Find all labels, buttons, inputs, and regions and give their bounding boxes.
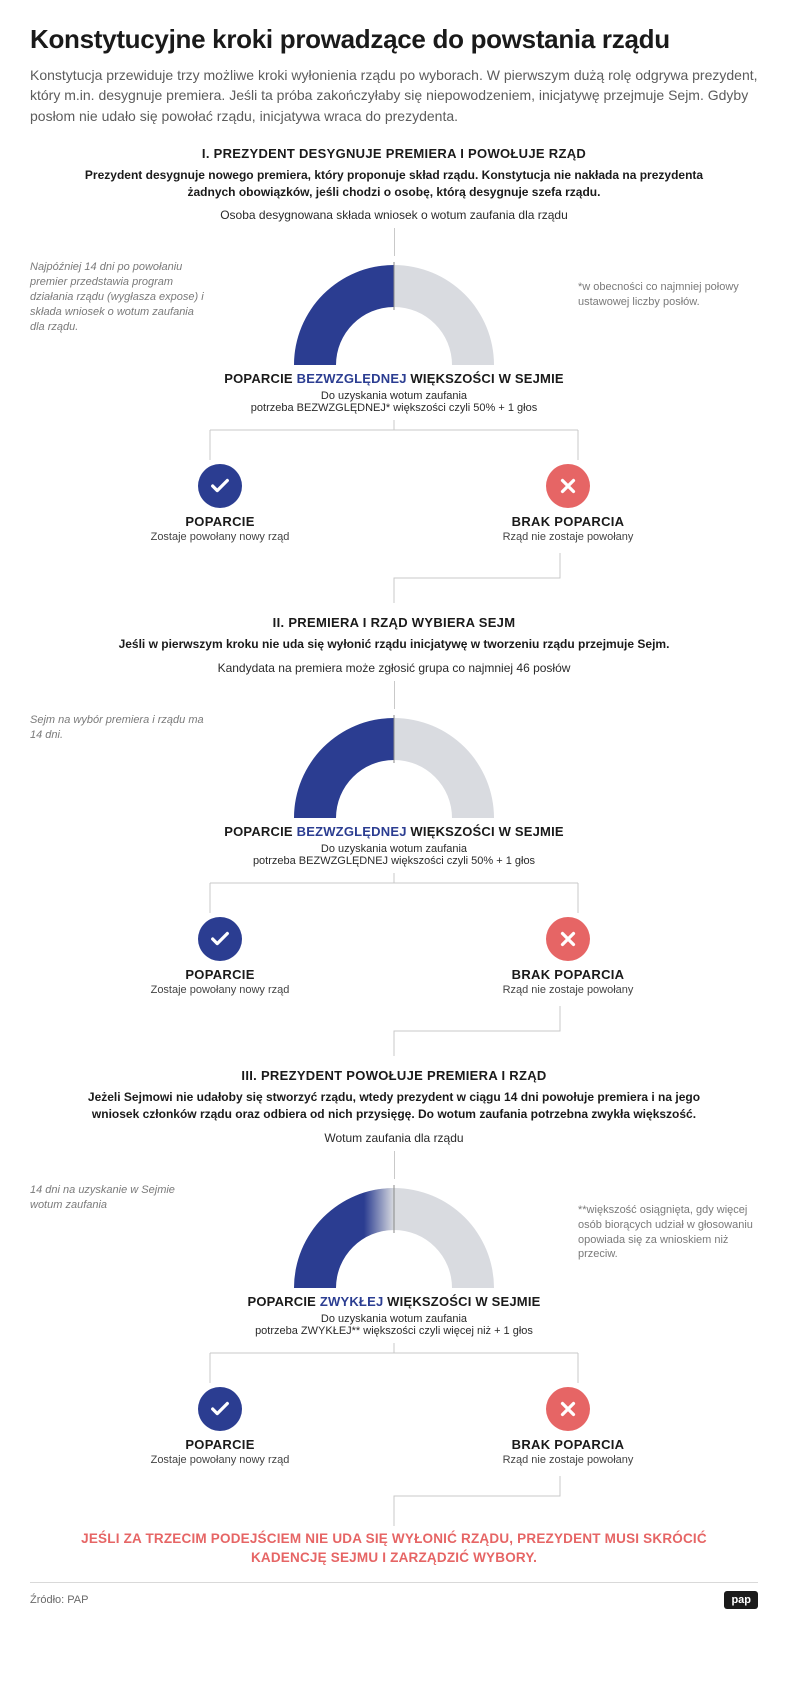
page-title: Konstytucyjne kroki prowadzące do powsta…	[30, 24, 758, 55]
v-connector	[394, 681, 395, 709]
fork-connector	[90, 420, 698, 460]
gauge-wrap: Sejm na wybór premiera i rządu ma 14 dni…	[30, 713, 758, 818]
no-sub: Rząd nie zostaje powołany	[418, 1454, 718, 1466]
step-heading: II. PREMIERA I RZĄD WYBIERA SEJM	[30, 615, 758, 630]
yes-sub: Zostaje powołany nowy rząd	[70, 1454, 370, 1466]
check-icon	[209, 475, 231, 497]
no-title: BRAK POPARCIA	[418, 514, 718, 529]
source-label: Źródło: PAP	[30, 1594, 89, 1606]
majority-title: POPARCIE ZWYKŁEJ WIĘKSZOŚCI W SEJMIE	[30, 1294, 758, 1309]
step-heading: I. PREZYDENT DESYGNUJE PREMIERA I POWOŁU…	[30, 146, 758, 161]
v-connector	[394, 1151, 395, 1179]
step-intro-line: Wotum zaufania dla rządu	[30, 1131, 758, 1145]
cross-icon	[557, 475, 579, 497]
step-block: II. PREMIERA I RZĄD WYBIERA SEJM Jeśli w…	[30, 615, 758, 1056]
yes-title: POPARCIE	[70, 967, 370, 982]
yes-title: POPARCIE	[70, 1437, 370, 1452]
pap-logo: pap	[724, 1591, 758, 1609]
majority-sub1: Do uzyskania wotum zaufania	[30, 843, 758, 855]
outcome-no: BRAK POPARCIA Rząd nie zostaje powołany	[418, 1387, 718, 1466]
connector-to-next	[70, 553, 718, 603]
outcome-yes: POPARCIE Zostaje powołany nowy rząd	[70, 464, 370, 543]
v-connector	[394, 228, 395, 256]
fork-connector	[90, 1343, 698, 1383]
step-desc: Jeżeli Sejmowi nie udałoby się stworzyć …	[74, 1089, 714, 1123]
gauge-chart	[254, 713, 534, 818]
step-intro-line: Osoba desygnowana składa wniosek o wotum…	[30, 208, 758, 222]
outcomes-row: POPARCIE Zostaje powołany nowy rząd BRAK…	[70, 464, 718, 543]
yes-sub: Zostaje powołany nowy rząd	[70, 984, 370, 996]
step-block: III. PREZYDENT POWOŁUJE PREMIERA I RZĄD …	[30, 1068, 758, 1526]
right-note: *w obecności co najmniej połowy ustawowe…	[578, 280, 758, 310]
outcome-no: BRAK POPARCIA Rząd nie zostaje powołany	[418, 464, 718, 543]
footer: Źródło: PAP pap	[30, 1582, 758, 1609]
connector-to-next	[70, 1476, 718, 1526]
intro-paragraph: Konstytucja przewiduje trzy możliwe krok…	[30, 65, 758, 126]
step-intro-line: Kandydata na premiera może zgłosić grupa…	[30, 661, 758, 675]
step-heading: III. PREZYDENT POWOŁUJE PREMIERA I RZĄD	[30, 1068, 758, 1083]
yes-badge	[198, 464, 242, 508]
outcome-yes: POPARCIE Zostaje powołany nowy rząd	[70, 1387, 370, 1466]
gauge-wrap: 14 dni na uzyskanie w Sejmie wotum zaufa…	[30, 1183, 758, 1288]
no-title: BRAK POPARCIA	[418, 967, 718, 982]
gauge-chart	[254, 1183, 534, 1288]
outcome-no: BRAK POPARCIA Rząd nie zostaje powołany	[418, 917, 718, 996]
outcomes-row: POPARCIE Zostaje powołany nowy rząd BRAK…	[70, 917, 718, 996]
cross-icon	[557, 928, 579, 950]
majority-sub2: potrzeba BEZWZGLĘDNEJ* większości czyli …	[30, 402, 758, 414]
check-icon	[209, 928, 231, 950]
left-note: Najpóźniej 14 dni po powołaniu premier p…	[30, 260, 210, 334]
majority-sub1: Do uzyskania wotum zaufania	[30, 1313, 758, 1325]
no-sub: Rząd nie zostaje powołany	[418, 531, 718, 543]
majority-title: POPARCIE BEZWZGLĘDNEJ WIĘKSZOŚCI W SEJMI…	[30, 371, 758, 386]
no-badge	[546, 917, 590, 961]
fork-connector	[90, 873, 698, 913]
majority-sub2: potrzeba BEZWZGLĘDNEJ większości czyli 5…	[30, 855, 758, 867]
yes-sub: Zostaje powołany nowy rząd	[70, 531, 370, 543]
yes-badge	[198, 917, 242, 961]
yes-badge	[198, 1387, 242, 1431]
fork	[90, 1343, 698, 1383]
no-badge	[546, 464, 590, 508]
outcomes-row: POPARCIE Zostaje powołany nowy rząd BRAK…	[70, 1387, 718, 1466]
step-desc: Jeśli w pierwszym kroku nie uda się wyło…	[74, 636, 714, 653]
majority-title: POPARCIE BEZWZGLĘDNEJ WIĘKSZOŚCI W SEJMI…	[30, 824, 758, 839]
yes-title: POPARCIE	[70, 514, 370, 529]
majority-sub2: potrzeba ZWYKŁEJ** większości czyli więc…	[30, 1325, 758, 1337]
gauge-chart	[254, 260, 534, 365]
gauge-wrap: Najpóźniej 14 dni po powołaniu premier p…	[30, 260, 758, 365]
fork	[90, 873, 698, 913]
steps-root: I. PREZYDENT DESYGNUJE PREMIERA I POWOŁU…	[30, 146, 758, 1526]
check-icon	[209, 1398, 231, 1420]
cross-icon	[557, 1398, 579, 1420]
no-title: BRAK POPARCIA	[418, 1437, 718, 1452]
final-warning: JEŚLI ZA TRZECIM PODEJŚCIEM NIE UDA SIĘ …	[70, 1530, 718, 1568]
no-badge	[546, 1387, 590, 1431]
connector-to-next	[70, 1006, 718, 1056]
fork	[90, 420, 698, 460]
outcome-yes: POPARCIE Zostaje powołany nowy rząd	[70, 917, 370, 996]
left-note: 14 dni na uzyskanie w Sejmie wotum zaufa…	[30, 1183, 210, 1213]
left-note: Sejm na wybór premiera i rządu ma 14 dni…	[30, 713, 210, 743]
infographic-container: Konstytucyjne kroki prowadzące do powsta…	[0, 0, 788, 1625]
step-desc: Prezydent desygnuje nowego premiera, któ…	[74, 167, 714, 201]
no-sub: Rząd nie zostaje powołany	[418, 984, 718, 996]
majority-sub1: Do uzyskania wotum zaufania	[30, 390, 758, 402]
right-note: **większość osiągnięta, gdy więcej osób …	[578, 1203, 758, 1262]
step-block: I. PREZYDENT DESYGNUJE PREMIERA I POWOŁU…	[30, 146, 758, 604]
